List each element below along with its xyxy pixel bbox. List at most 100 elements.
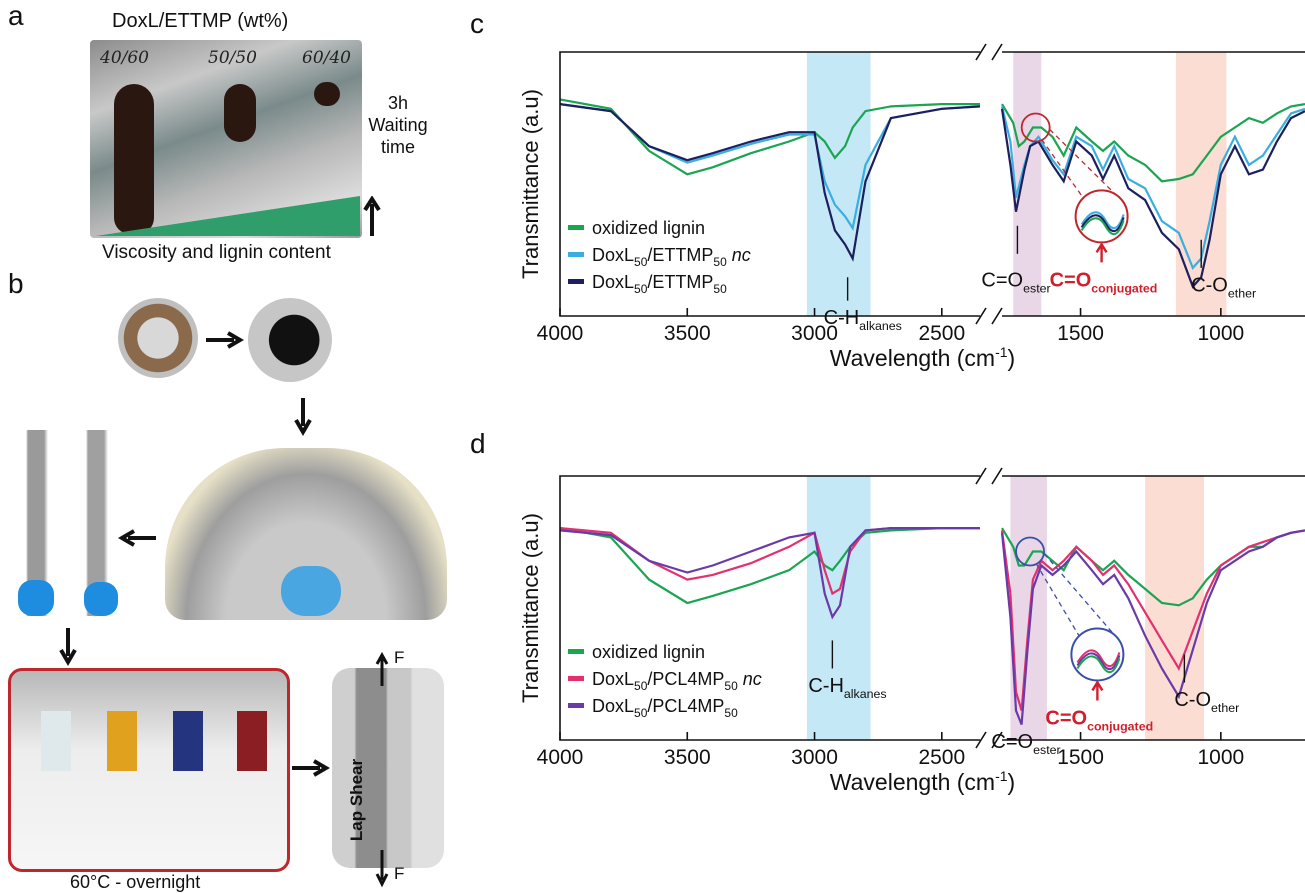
zoom-line-2	[1043, 553, 1118, 639]
legend-swatch-2	[568, 703, 584, 708]
legend-swatch-1	[568, 252, 584, 257]
left-arrow-icon	[118, 529, 156, 547]
clamp-blue	[173, 711, 203, 771]
series-2-segment-0	[559, 103, 981, 262]
lap-shear-label: Lap Shear	[347, 758, 367, 842]
zoom-trace-1	[1076, 652, 1121, 671]
up-arrow-icon	[363, 196, 381, 236]
axis-frame-left	[559, 51, 980, 317]
fanned-strips-photo	[165, 448, 447, 620]
waiting-time-line1: 3h	[387, 93, 409, 113]
ester-label: C=Oester	[981, 270, 1050, 296]
zoom-trace-0	[1076, 649, 1121, 668]
legend-swatch-0	[568, 649, 584, 654]
panel-letter-c: c	[470, 8, 484, 39]
foil-photo: 40/60 50/50 60/40	[90, 40, 362, 238]
zoom-trace-2	[1080, 217, 1125, 235]
ch-alkanes-label: C-Halkanes	[808, 675, 886, 701]
series-2-segment-1	[1000, 529, 1305, 726]
series-0-segment-0	[559, 98, 980, 176]
band-1	[1013, 52, 1042, 316]
zoom-trace-1	[1080, 214, 1125, 232]
down-arrow-icon	[294, 398, 312, 436]
resin-drop-50-50	[224, 84, 256, 142]
panel-a-title: DoxL/ETTMP (wt%)	[112, 10, 289, 32]
waiting-time-note: 3h Waiting time	[358, 92, 438, 158]
legend-label-0: oxidized lignin	[592, 642, 705, 662]
ester-label: C=Oester	[991, 731, 1060, 757]
lap-shear-photo: Lap Shear	[332, 668, 444, 868]
resin-drop-40-60	[114, 84, 154, 234]
zoom-trace-2	[1076, 655, 1121, 674]
ch-alkanes-label: C-Halkanes	[824, 307, 902, 333]
viscosity-caption: Viscosity and lignin content	[102, 242, 331, 263]
x-tick-label-2: 3000	[791, 746, 838, 769]
right-arrow-icon	[206, 331, 244, 349]
series-0-segment-1	[1001, 103, 1305, 183]
force-label-bottom: F	[394, 864, 405, 883]
cup-photo-1	[118, 298, 198, 378]
oven-clamps-photo	[8, 668, 290, 872]
oven-caption: 60°C - overnight	[70, 872, 201, 892]
legend-label-2: DoxL50/ETTMP50	[592, 272, 727, 296]
conj-arrow-icon	[1095, 242, 1108, 263]
series-2-segment-1	[1000, 108, 1305, 289]
legend-label-1: DoxL50/ETTMP50 nc	[592, 245, 751, 269]
zoom-trace-0	[1080, 211, 1125, 229]
clamp-red	[237, 711, 267, 771]
zoom-small-circle	[1020, 112, 1051, 143]
sample-label-40-60: 40/60	[100, 48, 149, 68]
resin-drop-60-40	[314, 82, 340, 106]
series-2-segment-0	[559, 527, 980, 620]
sample-label-50-50: 50/50	[208, 48, 257, 68]
legend-label-0: oxidized lignin	[592, 218, 705, 238]
y-axis-label: Transmittance (a.u)	[518, 89, 543, 279]
x-tick-label-4: 1500	[1057, 746, 1104, 769]
conjugated-label: C=Oconjugated	[1050, 269, 1158, 295]
axis-break-0	[975, 467, 1003, 485]
right-arrow-icon-2	[292, 759, 330, 777]
x-tick-label-5: 1000	[1197, 322, 1244, 345]
band-2	[1145, 476, 1204, 740]
ftir-chart-c: 4000 3500 3000 2500 1500 1000 Wavelength (cm-1…	[518, 43, 1305, 371]
legend-swatch-1	[568, 676, 584, 681]
legend-label-2: DoxL50/PCL4MP50	[592, 696, 738, 720]
series-1-segment-1	[1000, 106, 1305, 270]
bonded-strips-photo	[18, 430, 118, 616]
x-tick-label-4: 1500	[1057, 322, 1104, 345]
zoom-big-circle	[1074, 189, 1129, 244]
panel-letter-d: d	[470, 428, 486, 459]
panel-letter-b: b	[8, 268, 24, 299]
legend-label-1: DoxL50/PCL4MP50 nc	[592, 669, 762, 693]
x-tick-label-3: 2500	[918, 322, 965, 345]
zoom-small-circle	[1015, 536, 1045, 567]
axis-frame-right	[1002, 51, 1305, 317]
x-tick-label-1: 3500	[664, 746, 711, 769]
clamp-yellow	[107, 711, 137, 771]
zoom-line-2	[1049, 129, 1123, 201]
glove-left	[18, 580, 54, 616]
legend-swatch-2	[568, 279, 584, 284]
conjugated-label: C=Oconjugated	[1045, 707, 1153, 733]
axis-break-1	[975, 731, 1003, 749]
conj-arrow-icon	[1091, 680, 1104, 701]
x-tick-label-2: 3000	[791, 322, 838, 345]
ftir-chart-d: 4000 3500 3000 2500 1500 1000 Wavelength (cm-1…	[518, 467, 1305, 795]
x-tick-label-5: 1000	[1197, 746, 1244, 769]
glove-right	[84, 582, 118, 616]
ether-label: C-Oether	[1174, 689, 1239, 715]
panel-letter-a: a	[8, 0, 24, 31]
axis-frame-left	[559, 475, 980, 741]
band-0	[806, 52, 871, 316]
clamp-white	[41, 711, 71, 771]
glove	[281, 566, 341, 616]
legend-swatch-0	[568, 225, 584, 230]
cup-photo-2	[248, 298, 332, 382]
x-axis-label: Wavelength (cm-1)	[830, 768, 1015, 795]
x-tick-label-0: 4000	[537, 746, 584, 769]
viscosity-wedge	[96, 196, 360, 236]
y-axis-label: Transmittance (a.u)	[518, 513, 543, 703]
x-tick-label-3: 2500	[918, 746, 965, 769]
series-0-segment-0	[559, 527, 980, 605]
axis-break-0	[975, 43, 1003, 61]
